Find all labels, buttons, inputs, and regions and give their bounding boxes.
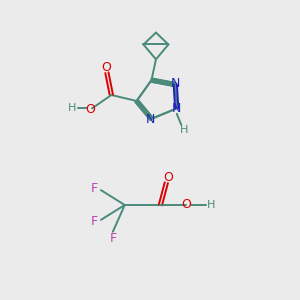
Text: N: N — [146, 113, 156, 126]
Text: F: F — [109, 232, 116, 245]
Text: O: O — [85, 103, 95, 116]
Text: H: H — [68, 103, 76, 113]
Text: N: N — [172, 102, 182, 115]
Text: O: O — [182, 199, 191, 212]
Text: F: F — [91, 215, 98, 228]
Text: H: H — [180, 125, 188, 135]
Text: H: H — [207, 200, 216, 210]
Text: O: O — [101, 61, 111, 74]
Text: N: N — [171, 77, 181, 90]
Text: F: F — [91, 182, 98, 195]
Text: O: O — [163, 171, 173, 184]
